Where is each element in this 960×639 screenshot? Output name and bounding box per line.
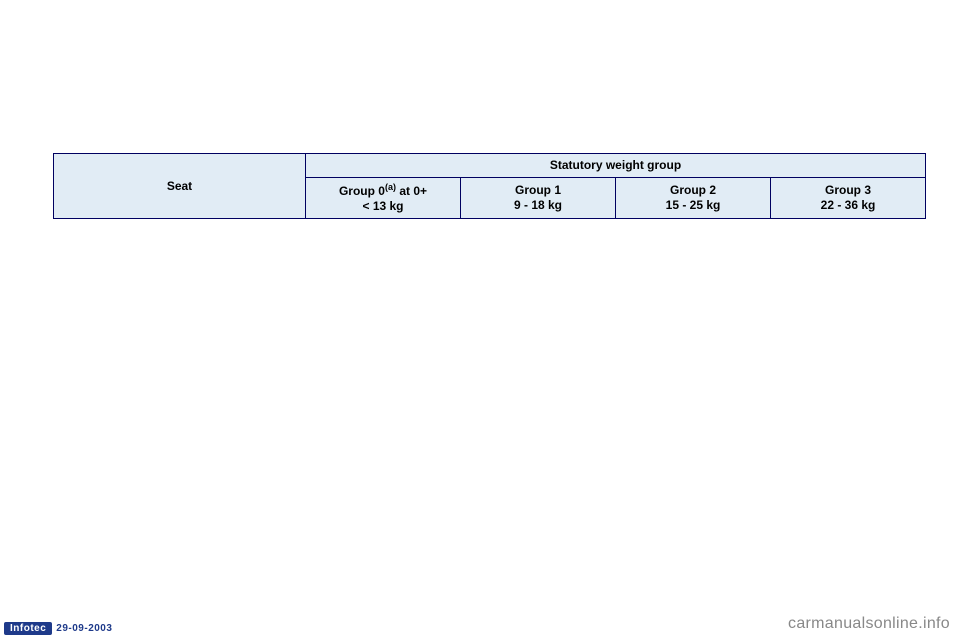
group1-line2: 9 - 18 kg xyxy=(514,198,562,212)
weight-group-table: Seat Statutory weight group Group 0(a) a… xyxy=(53,153,926,219)
child-seat-table: Seat Statutory weight group Group 0(a) a… xyxy=(53,153,924,219)
group0-sup: (a) xyxy=(385,182,396,192)
table-row: Seat Statutory weight group xyxy=(54,154,926,178)
group3-line1: Group 3 xyxy=(825,183,871,197)
group0-line1-pre: Group 0 xyxy=(339,184,385,198)
group0-line2: < 13 kg xyxy=(362,199,403,213)
group2-header: Group 2 15 - 25 kg xyxy=(616,178,771,219)
group1-header: Group 1 9 - 18 kg xyxy=(461,178,616,219)
group0-header: Group 0(a) at 0+ < 13 kg xyxy=(306,178,461,219)
group2-line1: Group 2 xyxy=(670,183,716,197)
group3-header: Group 3 22 - 36 kg xyxy=(771,178,926,219)
infotec-badge: Infotec xyxy=(4,622,52,635)
footer-logo: Infotec 29-09-2003 xyxy=(4,622,112,635)
group3-line2: 22 - 36 kg xyxy=(821,198,876,212)
footer-date: 29-09-2003 xyxy=(56,623,112,634)
group1-line1: Group 1 xyxy=(515,183,561,197)
group2-line2: 15 - 25 kg xyxy=(666,198,721,212)
seat-header: Seat xyxy=(54,154,306,219)
watermark: carmanualsonline.info xyxy=(788,615,950,633)
weight-group-header: Statutory weight group xyxy=(306,154,926,178)
group0-line1-post: at 0+ xyxy=(396,184,427,198)
